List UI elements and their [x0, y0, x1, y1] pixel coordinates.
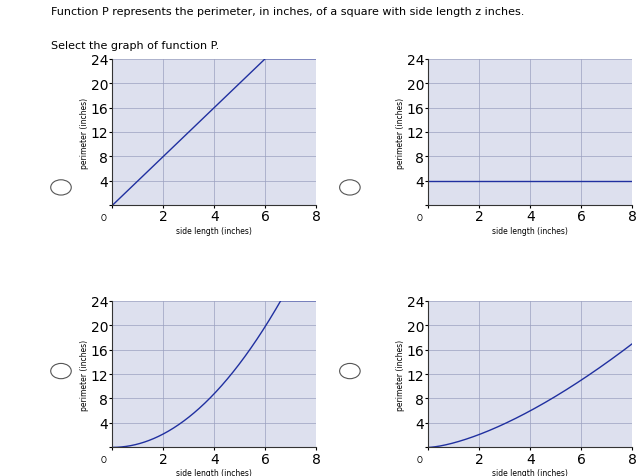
Y-axis label: perimeter (inches): perimeter (inches) [80, 339, 89, 410]
Text: O: O [101, 213, 107, 222]
X-axis label: side length (inches): side length (inches) [492, 468, 568, 476]
Text: Select the graph of function P.: Select the graph of function P. [51, 40, 220, 50]
X-axis label: side length (inches): side length (inches) [177, 227, 252, 236]
Y-axis label: perimeter (inches): perimeter (inches) [80, 97, 89, 168]
Text: O: O [417, 213, 422, 222]
Text: O: O [101, 455, 107, 464]
Y-axis label: perimeter (inches): perimeter (inches) [396, 97, 405, 168]
X-axis label: side length (inches): side length (inches) [492, 227, 568, 236]
Text: O: O [417, 455, 422, 464]
Text: Function P represents the perimeter, in inches, of a square with side length z i: Function P represents the perimeter, in … [51, 7, 525, 17]
Y-axis label: perimeter (inches): perimeter (inches) [396, 339, 405, 410]
X-axis label: side length (inches): side length (inches) [177, 468, 252, 476]
